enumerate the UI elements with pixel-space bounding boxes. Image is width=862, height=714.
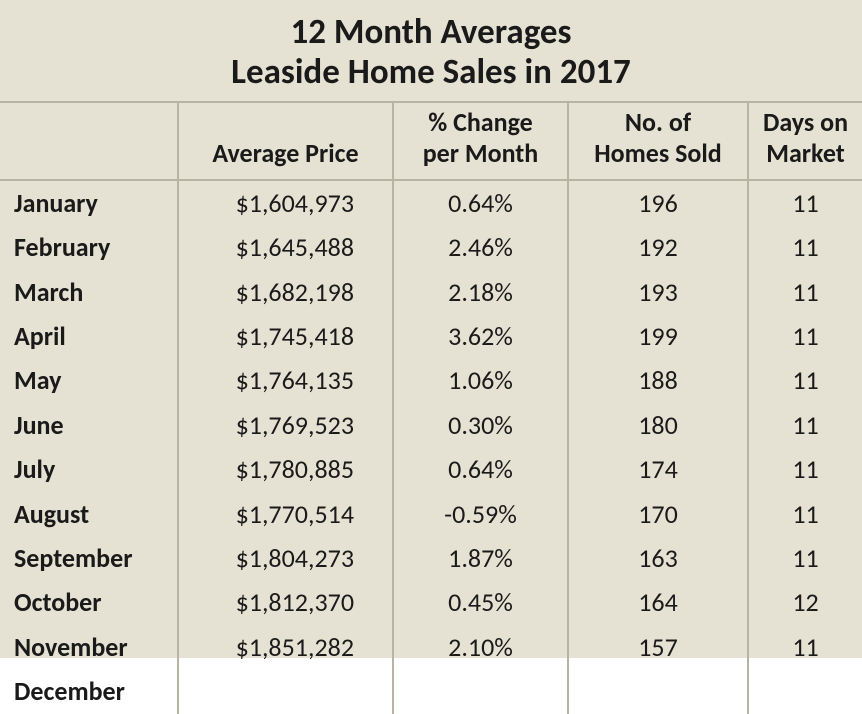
cell-avg-price: $1,804,273 <box>178 536 393 580</box>
table-row: January$1,604,9730.64%19611 <box>0 180 862 225</box>
cell-days-market: 11 <box>748 358 862 402</box>
cell-homes-sold: 170 <box>568 492 748 536</box>
cell-pct-change: 2.10% <box>393 625 568 669</box>
cell-avg-price: $1,745,418 <box>178 314 393 358</box>
cell-pct-change: 1.06% <box>393 358 568 402</box>
cell-days-market: 11 <box>748 536 862 580</box>
table-row: September$1,804,2731.87%16311 <box>0 536 862 580</box>
cell-avg-price: $1,780,885 <box>178 447 393 491</box>
cell-avg-price <box>178 669 393 713</box>
cell-homes-sold <box>568 669 748 713</box>
cell-month: March <box>0 270 178 314</box>
table-container: 12 Month Averages Leaside Home Sales in … <box>0 0 862 658</box>
table-row: February$1,645,4882.46%19211 <box>0 225 862 269</box>
cell-homes-sold: 188 <box>568 358 748 402</box>
cell-homes-sold: 193 <box>568 270 748 314</box>
cell-avg-price: $1,645,488 <box>178 225 393 269</box>
cell-pct-change: 0.30% <box>393 403 568 447</box>
cell-homes-sold: 192 <box>568 225 748 269</box>
cell-days-market: 11 <box>748 492 862 536</box>
cell-month: May <box>0 358 178 402</box>
header-days-market: Days on Market <box>748 103 862 180</box>
table-body: January$1,604,9730.64%19611February$1,64… <box>0 180 862 714</box>
header-month <box>0 103 178 180</box>
header-homes-sold: No. of Homes Sold <box>568 103 748 180</box>
title-line-2: Leaside Home Sales in 2017 <box>0 52 862 92</box>
cell-month: November <box>0 625 178 669</box>
cell-pct-change: 3.62% <box>393 314 568 358</box>
cell-avg-price: $1,604,973 <box>178 180 393 225</box>
table-row: August$1,770,514-0.59%17011 <box>0 492 862 536</box>
cell-month: April <box>0 314 178 358</box>
cell-month: September <box>0 536 178 580</box>
table-row: May$1,764,1351.06%18811 <box>0 358 862 402</box>
cell-avg-price: $1,769,523 <box>178 403 393 447</box>
cell-homes-sold: 163 <box>568 536 748 580</box>
table-row: June$1,769,5230.30%18011 <box>0 403 862 447</box>
cell-pct-change: 1.87% <box>393 536 568 580</box>
table-header: Average Price % Change per Month No. of … <box>0 103 862 180</box>
cell-pct-change: 0.64% <box>393 180 568 225</box>
cell-days-market: 11 <box>748 180 862 225</box>
cell-days-market: 11 <box>748 270 862 314</box>
cell-homes-sold: 180 <box>568 403 748 447</box>
title-section: 12 Month Averages Leaside Home Sales in … <box>0 0 862 103</box>
cell-pct-change: 2.18% <box>393 270 568 314</box>
cell-month: August <box>0 492 178 536</box>
table-row: July$1,780,8850.64%17411 <box>0 447 862 491</box>
cell-days-market: 12 <box>748 580 862 624</box>
cell-month: February <box>0 225 178 269</box>
cell-homes-sold: 199 <box>568 314 748 358</box>
cell-pct-change <box>393 669 568 713</box>
cell-avg-price: $1,812,370 <box>178 580 393 624</box>
table-row: March$1,682,1982.18%19311 <box>0 270 862 314</box>
cell-avg-price: $1,682,198 <box>178 270 393 314</box>
cell-days-market: 11 <box>748 403 862 447</box>
cell-avg-price: $1,770,514 <box>178 492 393 536</box>
cell-pct-change: -0.59% <box>393 492 568 536</box>
cell-days-market: 11 <box>748 225 862 269</box>
header-pct-change: % Change per Month <box>393 103 568 180</box>
cell-days-market <box>748 669 862 713</box>
cell-homes-sold: 196 <box>568 180 748 225</box>
cell-days-market: 11 <box>748 314 862 358</box>
cell-pct-change: 0.45% <box>393 580 568 624</box>
cell-month: June <box>0 403 178 447</box>
title-line-1: 12 Month Averages <box>0 12 862 52</box>
table-row: October$1,812,3700.45%16412 <box>0 580 862 624</box>
cell-days-market: 11 <box>748 447 862 491</box>
cell-month: October <box>0 580 178 624</box>
sales-table: Average Price % Change per Month No. of … <box>0 103 862 714</box>
cell-month: December <box>0 669 178 713</box>
cell-days-market: 11 <box>748 625 862 669</box>
cell-homes-sold: 164 <box>568 580 748 624</box>
cell-pct-change: 2.46% <box>393 225 568 269</box>
cell-month: July <box>0 447 178 491</box>
header-avg-price: Average Price <box>178 103 393 180</box>
cell-month: January <box>0 180 178 225</box>
cell-homes-sold: 174 <box>568 447 748 491</box>
table-row: April$1,745,4183.62%19911 <box>0 314 862 358</box>
cell-homes-sold: 157 <box>568 625 748 669</box>
cell-avg-price: $1,764,135 <box>178 358 393 402</box>
cell-avg-price: $1,851,282 <box>178 625 393 669</box>
table-row: December <box>0 669 862 713</box>
cell-pct-change: 0.64% <box>393 447 568 491</box>
table-row: November$1,851,2822.10%15711 <box>0 625 862 669</box>
